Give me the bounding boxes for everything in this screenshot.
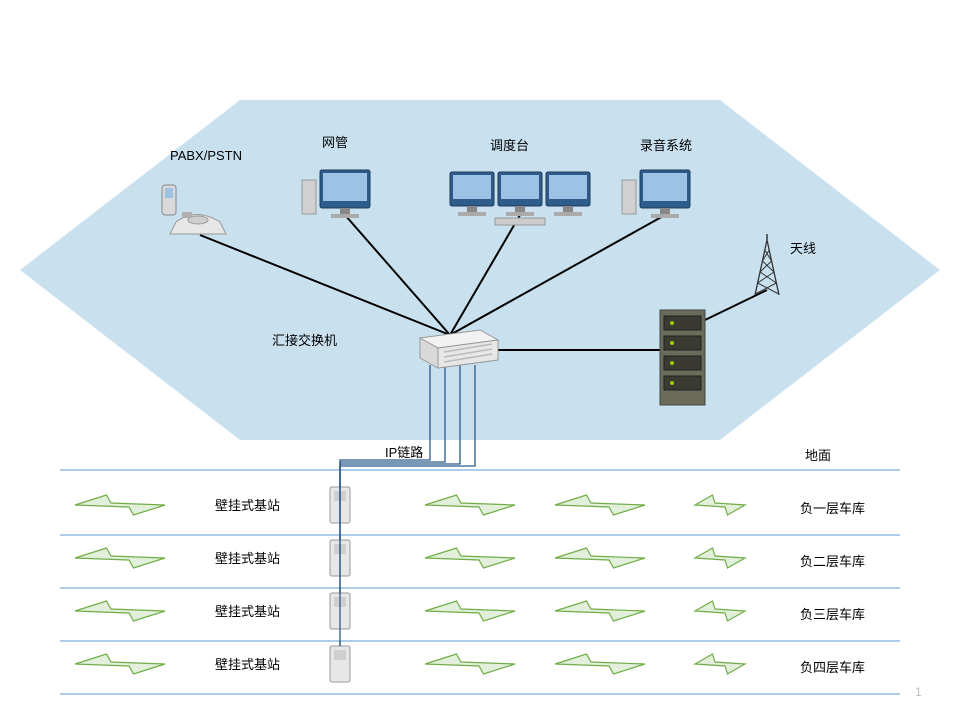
label-iplink: IP链路	[385, 442, 423, 461]
label-floor-4: 负四层车库	[800, 657, 865, 676]
label-tandem: 汇接交换机	[272, 330, 337, 349]
label-floor-2: 负二层车库	[800, 551, 865, 570]
label-dispatch: 调度台	[490, 135, 529, 154]
label-nms: 网管	[322, 132, 348, 151]
label-floor-3: 负三层车库	[800, 604, 865, 623]
label-bs-4: 壁挂式基站	[215, 654, 280, 673]
hexagon-background	[20, 100, 940, 440]
label-floor-1: 负一层车库	[800, 498, 865, 517]
diagram-canvas: PABX/PSTN 网管 调度台 录音系统 天线 汇接交换机 IP链路 地面 壁…	[0, 0, 960, 720]
label-bs-2: 壁挂式基站	[215, 548, 280, 567]
page-number: 1	[915, 685, 922, 699]
label-ground: 地面	[805, 445, 831, 464]
label-bs-3: 壁挂式基站	[215, 601, 280, 620]
label-bs-1: 壁挂式基站	[215, 495, 280, 514]
label-antenna: 天线	[790, 238, 816, 257]
rack-icon	[660, 310, 705, 405]
label-recording: 录音系统	[640, 135, 692, 154]
label-pabx: PABX/PSTN	[170, 148, 242, 163]
